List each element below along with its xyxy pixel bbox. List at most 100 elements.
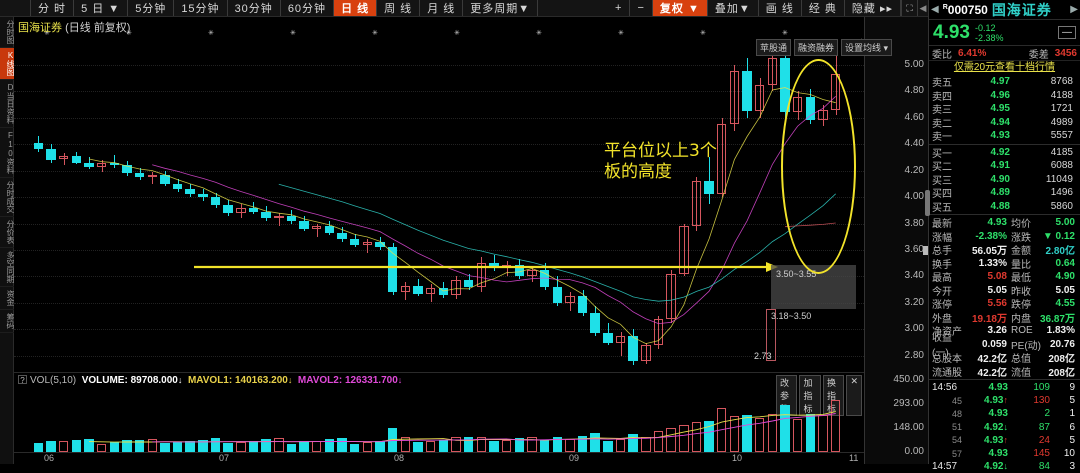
volume-bar-55: [729, 416, 740, 452]
panel-resize-handle[interactable]: [925, 190, 930, 216]
sell-order-price: 4.95: [990, 103, 1010, 115]
news-marker-icon[interactable]: ✳: [372, 29, 378, 37]
chart-sub-button-2[interactable]: 设置均线 ▾: [841, 39, 893, 56]
stat-key-2: 流值: [1011, 367, 1031, 379]
buy-order-row[interactable]: 买三 4.90 11049: [929, 173, 1080, 187]
volume-buttons: 改参数加指标换指标✕: [776, 375, 864, 416]
chart-sub-button-1[interactable]: 融资融券: [794, 39, 839, 56]
period-button-9[interactable]: 更多周期▼: [463, 0, 539, 16]
stat-key: 收益(一): [932, 333, 952, 360]
volume-bar-31: [425, 441, 436, 452]
news-marker-icon[interactable]: ✳: [208, 29, 214, 37]
sell-order-row[interactable]: 卖四 4.96 4188: [929, 89, 1080, 103]
volume-bar-40: [539, 439, 550, 452]
volume-bar-45: [603, 440, 613, 452]
toolbar-button-0[interactable]: +: [608, 0, 631, 16]
tick-down-icon: ↓: [1003, 421, 1009, 432]
rail-item-2[interactable]: D当日资料: [0, 80, 15, 128]
volume-panel[interactable]: ? VOL(5,10) VOLUME: 89708.000↓ MAVOL1: 14…: [14, 372, 864, 464]
toolbar-button-4[interactable]: 画 线: [759, 0, 802, 16]
rail-item-4[interactable]: 分时成交: [0, 178, 15, 217]
volume-bar-52: [691, 422, 702, 452]
volume-button-3[interactable]: ✕: [846, 375, 862, 416]
toolbar-button-3[interactable]: 叠加▼: [708, 0, 759, 16]
stat-row: 最新 4.93 均价 5.00: [929, 216, 1080, 230]
stat-value-2: 0.64: [1055, 257, 1075, 269]
stat-key-2: 昨收: [1011, 286, 1031, 298]
stat-value-2: 208亿: [1048, 367, 1075, 379]
volume-button-1[interactable]: 加指标: [799, 375, 821, 416]
stat-value: 3.26: [987, 325, 1007, 337]
rail-item-6[interactable]: 多空同期: [0, 248, 15, 287]
ad-banner[interactable]: 仅需20元查看十档行情: [953, 62, 1056, 73]
toolbar-button-2[interactable]: 复权 ▼: [652, 0, 708, 16]
sell-order-row[interactable]: 卖一 4.93 5557: [929, 129, 1080, 143]
sell-order-row[interactable]: 卖五 4.97 8768: [929, 75, 1080, 89]
toolbar-button-6[interactable]: 隐藏 ▸▸: [845, 0, 901, 16]
rail-item-8[interactable]: 筹码: [0, 310, 15, 333]
tick-time: 14:57: [932, 461, 958, 473]
buy-order-row[interactable]: 买一 4.92 4185: [929, 146, 1080, 160]
buy-order-row[interactable]: 买五 4.88 5860: [929, 200, 1080, 214]
stat-value: 19.18万: [971, 313, 1007, 325]
news-marker-icon[interactable]: ✳: [700, 29, 706, 37]
next-stock-icon[interactable]: ▶: [1070, 4, 1078, 15]
buy-order-row[interactable]: 买四 4.89 1496: [929, 186, 1080, 200]
news-marker-icon[interactable]: ✳: [618, 29, 624, 37]
stat-value: 5.56: [987, 298, 1007, 310]
volume-bar-3: [71, 439, 82, 452]
rail-item-5[interactable]: 分价表: [0, 217, 15, 248]
sell-order-row[interactable]: 卖二 4.94 4989: [929, 116, 1080, 130]
period-button-7[interactable]: 周 线: [377, 0, 421, 16]
tick-count: 6: [1069, 421, 1075, 433]
fullscreen-icon[interactable]: ⛶: [901, 0, 918, 16]
weibi-value: 6.41%: [958, 47, 987, 59]
rail-item-7[interactable]: 资金: [0, 287, 15, 310]
period-button-8[interactable]: 月 线: [420, 0, 464, 16]
period-button-1[interactable]: 5 日 ▼: [74, 0, 129, 16]
stock-code-prefix: R: [942, 3, 948, 11]
period-button-2[interactable]: 5分钟: [128, 0, 175, 16]
volume-bar-29: [400, 436, 411, 452]
volume-bar-21: [299, 441, 309, 452]
nav-left-arrow-icon[interactable]: ◀: [919, 2, 927, 13]
tick-volume: 130: [1033, 395, 1050, 407]
tick-time: 51: [951, 422, 962, 433]
stat-key: 最新: [932, 219, 952, 231]
rail-item-0[interactable]: 分时图: [0, 17, 15, 48]
toolbar-button-5[interactable]: 经 典: [802, 0, 845, 16]
price-tick-3: 4.40: [904, 138, 924, 150]
volume-value: 89708.000: [130, 375, 178, 386]
sell-order-row[interactable]: 卖三 4.95 1721: [929, 102, 1080, 116]
sell-order-label: 卖二: [932, 118, 952, 130]
volume-bar-7: [122, 440, 132, 452]
period-button-5[interactable]: 60分钟: [281, 0, 335, 16]
chart-sub-button-0[interactable]: 苹股通: [756, 39, 792, 56]
minimize-button[interactable]: —: [1058, 26, 1076, 39]
news-marker-icon[interactable]: ✳: [290, 29, 296, 37]
volume-bar-10: [160, 442, 170, 452]
stat-key-2: 涨跌: [1011, 232, 1031, 244]
rail-item-3[interactable]: F10资料: [0, 128, 15, 178]
kline-chart-panel[interactable]: 国海证券 (日线 前复权) 苹股通 融资融券 设置均线 ▾ ✳ ✳ ✳ ✳ ✳ ✳ ✳ ✳ ✳ ✳ 3…: [14, 17, 893, 372]
period-button-6[interactable]: 日 线: [334, 0, 378, 16]
news-marker-icon[interactable]: ✳: [782, 29, 788, 37]
period-button-0[interactable]: 分 时: [30, 0, 75, 16]
volume-bar-14: [210, 437, 221, 452]
rail-item-1[interactable]: K线图: [0, 48, 15, 80]
order-book-divider: [929, 143, 1080, 145]
quote-price-row: 4.93 -0.12 -2.38% —: [929, 20, 1080, 46]
price-tick-4: 4.20: [904, 164, 924, 176]
period-button-4[interactable]: 30分钟: [228, 0, 281, 16]
help-icon[interactable]: ?: [18, 375, 27, 385]
gridline-h-10: [14, 329, 864, 331]
prev-stock-icon[interactable]: ◀: [931, 4, 939, 15]
toolbar-button-1[interactable]: −: [630, 0, 653, 16]
period-button-3[interactable]: 15分钟: [174, 0, 228, 16]
volume-bar-15: [223, 442, 233, 452]
news-marker-icon[interactable]: ✳: [536, 29, 542, 37]
buy-order-label: 买一: [932, 148, 952, 160]
buy-order-row[interactable]: 买二 4.91 6088: [929, 159, 1080, 173]
stat-key-2: 均价: [1011, 219, 1031, 231]
news-marker-icon[interactable]: ✳: [454, 29, 460, 37]
